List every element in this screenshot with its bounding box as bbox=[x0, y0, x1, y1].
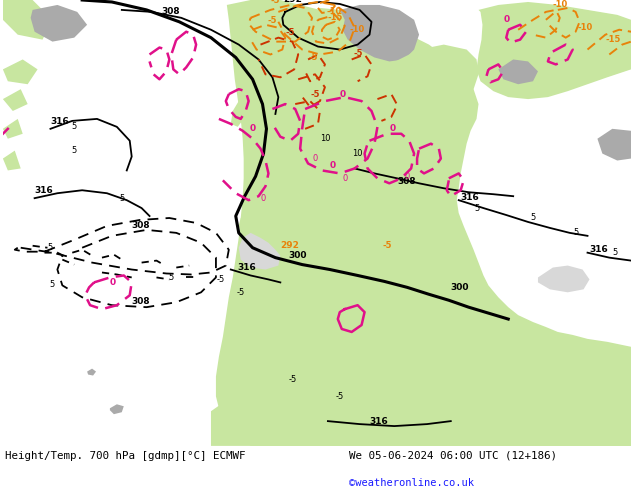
Polygon shape bbox=[310, 139, 359, 176]
Text: 0: 0 bbox=[503, 15, 509, 24]
Text: -10: -10 bbox=[350, 24, 365, 34]
Text: 0: 0 bbox=[250, 124, 256, 133]
Polygon shape bbox=[216, 0, 631, 446]
Text: 0: 0 bbox=[342, 174, 347, 183]
Text: 0: 0 bbox=[313, 154, 318, 163]
Text: 5: 5 bbox=[50, 280, 55, 289]
Text: -10: -10 bbox=[308, 0, 323, 2]
Text: 316: 316 bbox=[35, 186, 53, 195]
Text: 0: 0 bbox=[340, 90, 346, 99]
Text: 292: 292 bbox=[283, 0, 302, 4]
Polygon shape bbox=[368, 45, 479, 111]
Polygon shape bbox=[3, 89, 28, 111]
Text: -15: -15 bbox=[605, 35, 621, 44]
Text: -5: -5 bbox=[308, 53, 318, 62]
Polygon shape bbox=[239, 198, 285, 243]
Polygon shape bbox=[538, 266, 590, 293]
Text: -10: -10 bbox=[553, 0, 568, 9]
Polygon shape bbox=[211, 387, 631, 446]
Text: 308: 308 bbox=[162, 7, 180, 16]
Text: 316: 316 bbox=[238, 263, 257, 271]
Text: 10: 10 bbox=[353, 149, 363, 158]
Text: -5: -5 bbox=[382, 241, 392, 250]
Text: 300: 300 bbox=[451, 283, 469, 293]
Polygon shape bbox=[310, 8, 345, 49]
Text: 0: 0 bbox=[261, 194, 266, 203]
Polygon shape bbox=[3, 59, 37, 84]
Text: 316: 316 bbox=[461, 193, 479, 202]
Polygon shape bbox=[3, 0, 53, 40]
Text: 308: 308 bbox=[132, 297, 150, 306]
Text: 316: 316 bbox=[590, 245, 608, 254]
Polygon shape bbox=[259, 147, 315, 193]
Text: 316: 316 bbox=[51, 117, 69, 126]
Text: 300: 300 bbox=[288, 250, 307, 260]
Polygon shape bbox=[87, 368, 96, 375]
Text: 10: 10 bbox=[320, 134, 330, 143]
Text: 5: 5 bbox=[474, 203, 479, 213]
Text: -5: -5 bbox=[236, 288, 245, 297]
Text: 0: 0 bbox=[110, 278, 116, 287]
Text: 5: 5 bbox=[72, 122, 77, 131]
Text: -5: -5 bbox=[335, 392, 344, 401]
Text: -5: -5 bbox=[285, 27, 295, 37]
Text: 5: 5 bbox=[531, 214, 536, 222]
Polygon shape bbox=[477, 2, 631, 99]
Text: 5: 5 bbox=[48, 243, 53, 252]
Text: 0: 0 bbox=[389, 124, 396, 133]
Text: 5: 5 bbox=[573, 228, 578, 237]
Polygon shape bbox=[110, 404, 124, 414]
Text: 316: 316 bbox=[370, 417, 388, 426]
Text: 0: 0 bbox=[330, 161, 336, 171]
Text: Height/Temp. 700 hPa [gdmp][°C] ECMWF: Height/Temp. 700 hPa [gdmp][°C] ECMWF bbox=[5, 451, 245, 461]
Polygon shape bbox=[30, 5, 87, 42]
Polygon shape bbox=[256, 54, 271, 70]
Polygon shape bbox=[243, 89, 271, 134]
Text: We 05-06-2024 06:00 UTC (12+186): We 05-06-2024 06:00 UTC (12+186) bbox=[349, 451, 557, 461]
Polygon shape bbox=[498, 59, 538, 84]
Text: 292: 292 bbox=[280, 241, 299, 250]
Text: -5: -5 bbox=[271, 0, 280, 5]
Polygon shape bbox=[597, 129, 631, 161]
Text: 308: 308 bbox=[398, 177, 416, 186]
Text: -5: -5 bbox=[354, 49, 363, 58]
Polygon shape bbox=[3, 150, 21, 171]
Polygon shape bbox=[231, 101, 243, 127]
Text: 5: 5 bbox=[612, 248, 618, 257]
Text: -5: -5 bbox=[217, 275, 225, 284]
Text: -10: -10 bbox=[327, 7, 342, 16]
Text: -5: -5 bbox=[268, 16, 277, 25]
Text: -15: -15 bbox=[328, 13, 343, 22]
Text: 5: 5 bbox=[72, 146, 77, 155]
Polygon shape bbox=[3, 119, 23, 139]
Text: 0: 0 bbox=[404, 172, 410, 181]
Polygon shape bbox=[239, 233, 280, 270]
Text: -5: -5 bbox=[288, 375, 296, 384]
Text: 308: 308 bbox=[132, 221, 150, 230]
Polygon shape bbox=[353, 10, 394, 35]
Text: 5: 5 bbox=[169, 273, 174, 282]
Text: ©weatheronline.co.uk: ©weatheronline.co.uk bbox=[349, 478, 474, 488]
Text: 5: 5 bbox=[119, 194, 124, 203]
Text: -10: -10 bbox=[578, 23, 593, 32]
Polygon shape bbox=[340, 5, 419, 61]
Text: -5: -5 bbox=[310, 90, 320, 99]
